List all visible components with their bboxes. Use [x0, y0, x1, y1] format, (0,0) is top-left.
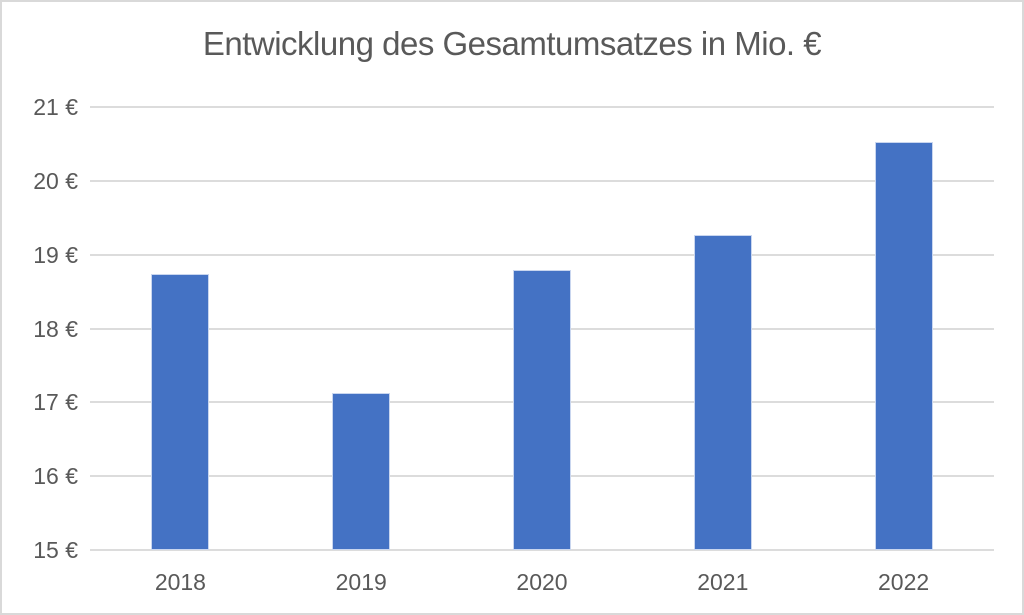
- y-tick-label-20: 20 €: [33, 167, 78, 194]
- bar-2021: [693, 235, 752, 550]
- bar-2020: [513, 270, 571, 550]
- y-tick-label-19: 19 €: [33, 241, 78, 268]
- chart-title: Entwicklung des Gesamtumsatzes in Mio. €: [202, 25, 822, 62]
- x-tick-label-2018: 2018: [154, 569, 206, 595]
- x-tick-label-2021: 2021: [697, 569, 749, 595]
- gridline-21: [90, 106, 994, 108]
- x-tick-label-2020: 2020: [516, 569, 568, 595]
- y-tick-label-16: 16 €: [33, 463, 78, 490]
- plot-area: [90, 106, 994, 551]
- gridline-15: [90, 549, 994, 551]
- y-tick-label-18: 18 €: [33, 315, 78, 342]
- y-tick-label-21: 21 €: [33, 94, 78, 120]
- y-tick-label-15: 15 €: [33, 537, 78, 563]
- x-tick-label-2022: 2022: [878, 569, 930, 595]
- bar-2019: [332, 393, 391, 550]
- x-tick-label-2019: 2019: [335, 569, 387, 595]
- gridline-20: [90, 179, 994, 182]
- bar-2018: [151, 273, 210, 550]
- bar-2022: [874, 142, 933, 550]
- y-tick-label-17: 17 €: [33, 389, 78, 416]
- gridline-19: [90, 253, 994, 256]
